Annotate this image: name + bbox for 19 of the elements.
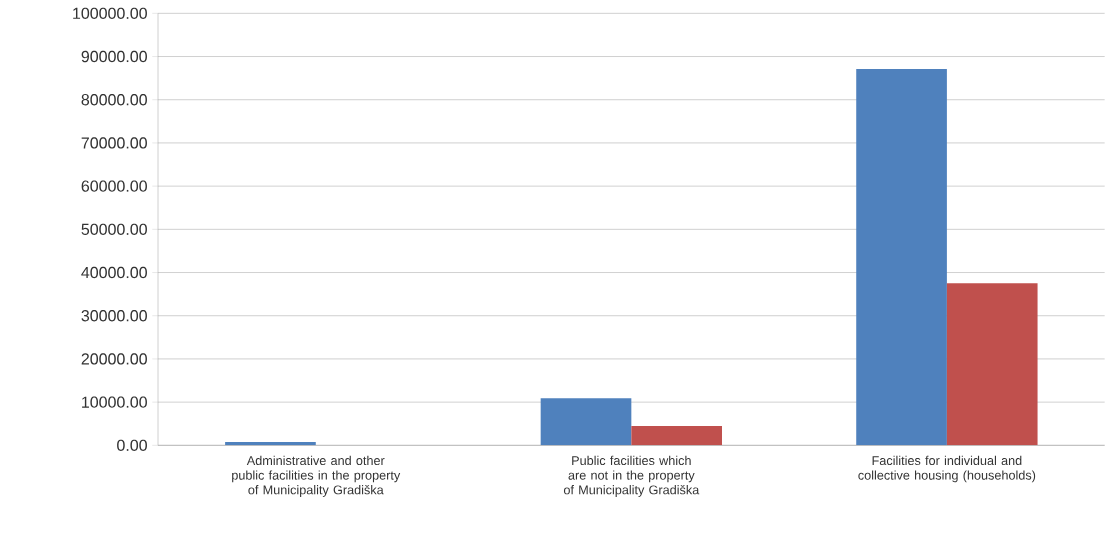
y-tick-label: 20000.00 — [81, 353, 147, 365]
y-tick-label: 100000.00 — [73, 7, 147, 19]
x-tick-label: Administrative and other public facilities in the property of Municipality Gradiška — [232, 455, 401, 497]
y-tick-label: 40000.00 — [81, 266, 147, 279]
y-tick-label: 90000.00 — [81, 50, 147, 63]
y-tick-label: 0.00 — [117, 439, 147, 451]
y-tick-label: 60000.00 — [81, 180, 147, 192]
bar — [856, 69, 947, 446]
y-tick-label: 30000.00 — [81, 310, 147, 322]
y-tick-label: 50000.00 — [81, 223, 147, 235]
y-tick-label: 80000.00 — [81, 94, 147, 106]
y-tick-label: 70000.00 — [81, 137, 147, 149]
bar — [631, 425, 722, 446]
x-tick-label: Public facilities which are not in the property of Municipality Gradiška — [563, 455, 700, 497]
bar — [540, 398, 632, 446]
bar — [225, 442, 316, 446]
x-tick-label: Facilities for individual and collective housing (households) — [858, 455, 1036, 483]
bar — [946, 283, 1038, 446]
y-tick-label: 10000.00 — [82, 396, 147, 408]
